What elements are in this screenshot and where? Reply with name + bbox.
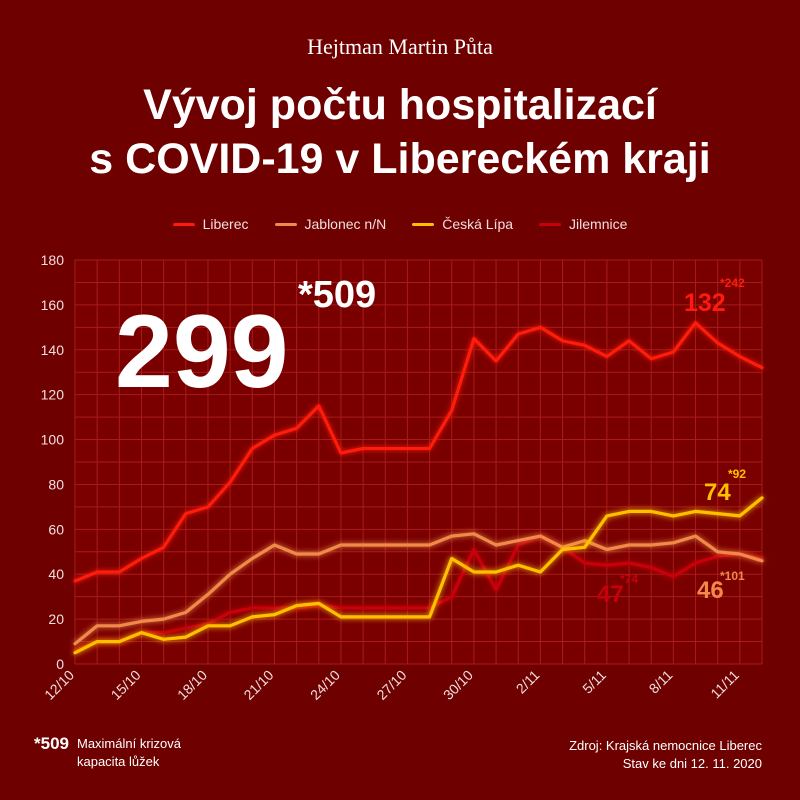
y-tick-label: 0 (56, 656, 64, 672)
x-tick-label: 12/10 (41, 667, 77, 703)
source-line-2: Stav ke dni 12. 11. 2020 (622, 756, 762, 771)
x-tick-label: 2/11 (513, 667, 543, 697)
y-tick-label: 120 (41, 387, 65, 403)
legend-label-jilemnice: Jilemnice (569, 216, 628, 232)
series-capacity-label--esk-l-pa: *92 (728, 467, 746, 481)
y-tick-label: 20 (48, 611, 64, 627)
y-tick-label: 160 (41, 297, 65, 313)
y-tick-label: 180 (41, 252, 65, 268)
capacity-note-line-2: kapacita lůžek (76, 754, 160, 769)
series-capacity-label-liberec: *242 (720, 276, 745, 290)
y-tick-label: 140 (41, 342, 65, 358)
legend-item-ceska-lipa: Česká Lípa (412, 216, 513, 232)
capacity-note-line-1: Maximální krizová (76, 736, 182, 751)
y-tick-label: 60 (48, 521, 64, 537)
series-line-liberec (73, 321, 764, 583)
author-name: Hejtman Martin Půta (307, 34, 493, 59)
source-line-1: Zdroj: Krajská nemocnice Liberec (569, 738, 762, 753)
series-line-jablonec-n-n (73, 532, 764, 646)
x-tick-label: 27/10 (373, 667, 409, 703)
x-tick-label: 11/11 (707, 667, 742, 702)
capacity-note-star: *509 (34, 734, 69, 753)
series-value-label-jablonec-n-n: 46 (697, 577, 724, 604)
y-tick-label: 80 (48, 476, 64, 492)
y-tick-label: 40 (48, 566, 64, 582)
x-tick-label: 15/10 (108, 667, 144, 703)
x-tick-label: 30/10 (440, 667, 476, 703)
series-value-label--esk-l-pa: 74 (704, 479, 731, 506)
x-tick-label: 8/11 (646, 667, 676, 697)
y-tick-label: 100 (41, 432, 65, 448)
x-tick-label: 18/10 (174, 667, 210, 703)
legend-label-jablonec: Jablonec n/N (304, 216, 387, 232)
legend-swatch-ceska-lipa (412, 222, 435, 226)
capacity-note: *509 Maximální krizová kapacita lůžek (34, 735, 181, 771)
legend-label-liberec: Liberec (202, 216, 249, 232)
series-line--esk-l-pa (73, 496, 764, 655)
capacity-note-text: Maximální krizová kapacita lůžek (77, 735, 181, 771)
series-line-jilemnice (73, 534, 764, 653)
legend-swatch-jilemnice (539, 222, 562, 226)
x-tick-label: 21/10 (240, 667, 276, 703)
x-tick-label: 5/11 (579, 667, 609, 697)
legend-label-ceska-lipa: Česká Lípa (442, 216, 514, 232)
legend-swatch-liberec (172, 222, 195, 226)
chart-title: Vývoj počtu hospitalizací s COVID-19 v L… (0, 78, 800, 186)
legend-swatch-jablonec (274, 222, 297, 226)
total-hospitalized-value: 299 (115, 294, 289, 410)
total-capacity-value: *509 (298, 274, 376, 316)
source-note: Zdroj: Krajská nemocnice Liberec Stav ke… (569, 737, 762, 773)
series-value-label-liberec: 132 (684, 289, 726, 317)
chart-legend: Liberec Jablonec n/N Česká Lípa Jilemnic… (0, 216, 800, 232)
title-line-1: Vývoj počtu hospitalizací (143, 81, 657, 129)
x-tick-label: 24/10 (307, 667, 343, 703)
series-capacity-label-jilemnice: *74 (620, 572, 638, 586)
legend-item-liberec: Liberec (172, 216, 249, 232)
series-capacity-label-jablonec-n-n: *101 (720, 569, 745, 583)
legend-item-jilemnice: Jilemnice (539, 216, 627, 232)
legend-item-jablonec: Jablonec n/N (274, 216, 387, 232)
series-value-label-jilemnice: 47 (597, 581, 624, 608)
title-line-2: s COVID-19 v Libereckém kraji (89, 135, 711, 183)
